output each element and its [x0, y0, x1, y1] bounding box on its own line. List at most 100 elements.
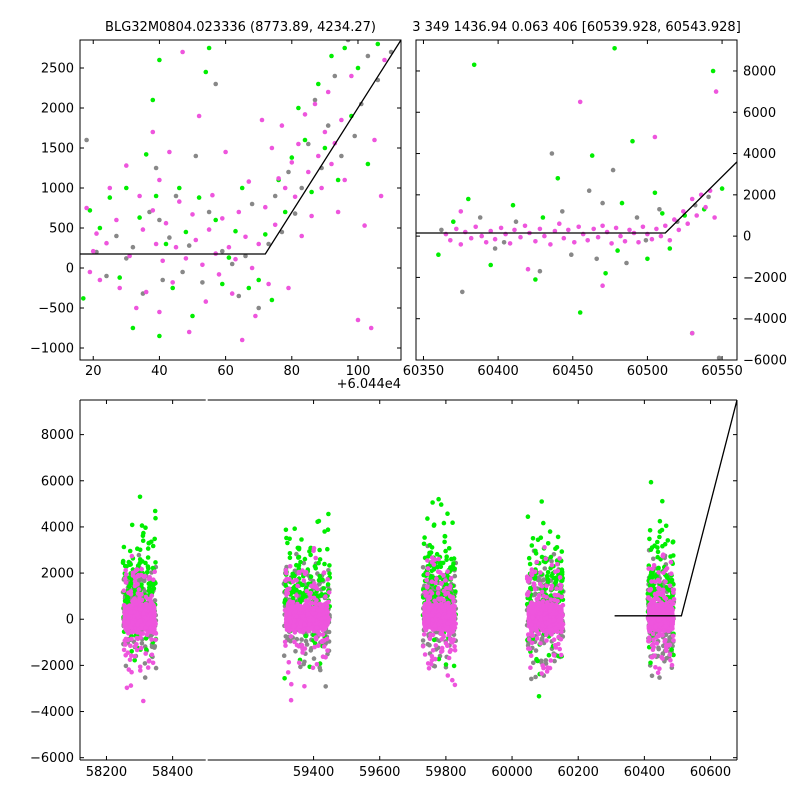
data-point [312, 97, 318, 103]
data-point [451, 219, 456, 224]
data-point [213, 81, 218, 87]
data-point [434, 551, 440, 557]
data-point [654, 226, 659, 232]
x-tick-label: 80 [284, 364, 301, 379]
data-point [246, 285, 252, 291]
data-point [425, 641, 431, 647]
data-point [292, 194, 298, 200]
data-point [196, 113, 202, 119]
data-point [315, 643, 321, 648]
data-point [308, 595, 314, 600]
data-point [648, 479, 654, 485]
data-point [589, 153, 595, 158]
data-point [153, 665, 159, 671]
data-point [537, 226, 543, 232]
data-point [150, 129, 156, 135]
data-point [368, 325, 374, 331]
data-point [152, 569, 157, 574]
data-point [306, 606, 311, 612]
data-point [362, 223, 367, 228]
data-point [694, 213, 699, 218]
data-point [619, 200, 625, 206]
data-point [220, 248, 225, 254]
data-point [290, 571, 296, 577]
data-point [303, 598, 309, 604]
data-point [442, 534, 448, 539]
data-point [226, 244, 232, 250]
data-point [317, 632, 322, 637]
data-point [135, 622, 140, 628]
data-point [216, 272, 222, 277]
data-point [157, 57, 162, 63]
data-point [594, 256, 599, 262]
data-point [540, 578, 546, 583]
data-point [229, 261, 235, 267]
data-point [285, 670, 291, 675]
data-point [326, 617, 332, 622]
data-point [538, 535, 544, 540]
data-point [483, 240, 489, 245]
y-tick-label: −2000 [743, 271, 787, 286]
data-point [498, 225, 504, 231]
chart-title: 3 349 1436.94 0.063 406 [60539.928, 6054… [412, 20, 741, 35]
data-point [443, 662, 449, 667]
data-point [190, 313, 195, 319]
data-point [329, 161, 334, 167]
data-point [634, 215, 640, 220]
data-point [542, 233, 547, 239]
data-point [312, 101, 318, 107]
data-point [451, 556, 457, 561]
data-point [664, 575, 670, 580]
data-point [287, 611, 292, 617]
x-offset-label: +6.044e4 [337, 377, 401, 392]
data-point [703, 204, 708, 210]
data-point [510, 202, 516, 208]
data-point [298, 607, 304, 613]
data-point [233, 256, 238, 262]
data-point [306, 169, 311, 175]
data-point [319, 185, 324, 191]
data-point [143, 606, 149, 612]
data-point [421, 572, 427, 578]
data-point [177, 185, 182, 191]
data-point [318, 667, 323, 673]
data-point [289, 681, 294, 687]
y-tick-label: −500 [38, 302, 74, 317]
data-point [180, 49, 185, 55]
data-point [378, 193, 384, 199]
data-point [97, 225, 103, 231]
data-point [286, 285, 291, 291]
data-point [292, 211, 298, 216]
data-point [311, 595, 317, 601]
data-point [170, 280, 175, 285]
data-point [203, 69, 209, 75]
data-point [223, 149, 228, 155]
data-point [529, 543, 535, 548]
data-point [339, 117, 344, 123]
data-point [689, 196, 695, 202]
data-point [716, 355, 722, 360]
y-tick-label: 0 [743, 230, 751, 245]
data-point [256, 277, 262, 283]
data-point [145, 564, 151, 569]
data-point [327, 563, 332, 568]
data-point [308, 552, 313, 558]
data-point [530, 536, 536, 541]
data-point [518, 234, 523, 240]
data-point [133, 582, 139, 588]
data-point [615, 248, 620, 253]
data-point [382, 57, 387, 63]
data-point [317, 557, 323, 562]
y-tick-label: −1000 [30, 342, 74, 357]
data-point [549, 559, 554, 564]
data-point [152, 619, 158, 625]
data-point [651, 556, 656, 562]
data-point [131, 629, 136, 634]
data-point [325, 546, 330, 552]
data-point [135, 563, 141, 568]
data-point [133, 606, 139, 611]
data-point [130, 620, 135, 626]
data-point [84, 137, 89, 143]
data-point [323, 655, 328, 660]
data-point [137, 193, 142, 199]
